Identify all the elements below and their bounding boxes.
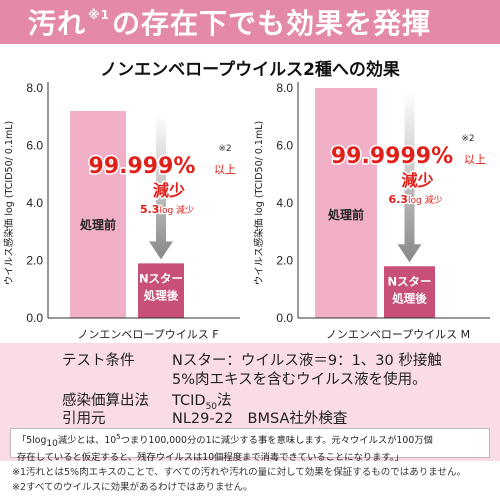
definition-box: 「5log10減少とは、105つまり100,000分の1に減少する事を意味します… (10, 428, 490, 463)
reduction-word-1: 減少 (153, 181, 185, 200)
test-condition-label: テスト条件 (62, 353, 135, 369)
y-tick-label-1-3: 6.0 (26, 139, 43, 153)
citation-label: 引用元 (62, 411, 106, 427)
headline-part2: の存在下でも効果を発揮 (112, 7, 432, 40)
x-axis-label-2: ノンエンベロープウイルス M (326, 328, 470, 341)
y-tick-label-2-4: 8.0 (276, 81, 293, 95)
y-tick-label-2-2: 4.0 (276, 196, 293, 210)
definition-line-2: 存在していると仮定すると、残存ウイルスは10個程度まで消毒できていることになりま… (17, 451, 404, 463)
y-tick-label-2-3: 6.0 (276, 139, 293, 153)
definition-line-1: 「5log10減少とは、105つまり100,000分の1に減少する事を意味します… (17, 431, 483, 451)
y-axis-label-1: ウイルス感染価 log (TCID50/ 0.1mL) (3, 121, 15, 285)
reduction-log-2: 6.3log 減少 (388, 193, 442, 206)
reduction-note-2: ※2 (461, 134, 474, 144)
chart-subtitle: ノンエンベロープウイルス2種への効果 (100, 60, 400, 80)
bar-before-label-1: 処理前 (79, 217, 116, 232)
definition-part1: 「5log (17, 435, 47, 447)
reduction-arrow-1 (149, 115, 173, 260)
reduction-log-value-2: 6.3 (388, 193, 408, 206)
footnote-1: ※1汚れとは5%肉エキスのことで、すべての汚れや汚れの量に対して効果を保証するも… (12, 467, 467, 478)
reduction-log-word-1: 減少 (173, 204, 194, 216)
y-tick-label-2-0: 0.0 (276, 311, 293, 325)
y-tick-label-2-1: 2.0 (276, 254, 293, 268)
bar-after-label2-2: 処理後 (391, 291, 427, 305)
bar-before-1 (70, 111, 126, 318)
y-tick-label-1-1: 2.0 (26, 254, 43, 268)
definition-part2: 減少とは、10 (57, 435, 117, 447)
y-tick-label-1-0: 0.0 (26, 311, 43, 325)
test-condition-row: テスト条件 Nスター：ウイルス液＝9：1、30 秒接触 (62, 349, 442, 370)
reduction-log-word-2: 減少 (422, 194, 443, 206)
reduction-log-value-1: 5.3 (140, 203, 160, 216)
definition-part3: つまり100,000分の1に減少する事を意味します。元々ウイルスが100万個 (120, 435, 433, 447)
test-condition-value-2: 5%肉エキスを含むウイルス液を使用。 (172, 372, 427, 388)
reduction-suffix-1: 以上 (214, 163, 236, 176)
footnote-2: ※2すべてのウイルスに効果があるわけではありません。 (12, 482, 253, 493)
y-axis-label-2: ウイルス感染価 log (TCID50/ 0.1mL) (253, 121, 265, 285)
bar-after-label2-1: 処理後 (143, 288, 179, 302)
definition-sub: 10 (46, 438, 58, 449)
definition-sup: 5 (116, 433, 121, 441)
y-tick-label-1-4: 8.0 (26, 81, 43, 95)
reduction-arrow-2 (397, 92, 422, 263)
bar-after-2 (384, 266, 435, 318)
calc-method-row: 感染価算出法 TCID50法 (62, 389, 232, 412)
calc-method-label: 感染価算出法 (62, 393, 149, 409)
test-condition-value: Nスター：ウイルス液＝9：1、30 秒接触 (172, 353, 442, 369)
bar-after-1 (138, 263, 184, 318)
reduction-log-unit-2: log (408, 196, 422, 206)
calc-method-value: TCID50法 (172, 389, 232, 412)
bar-after-label1-1: Nスター (139, 271, 183, 285)
calc-method-sub: 50 (205, 401, 218, 412)
reduction-percent-2: 99.9999% (331, 144, 453, 169)
reduction-word-2: 減少 (401, 171, 433, 190)
headline-note: ※1 (88, 8, 111, 22)
reduction-percent-1: 99.999% (89, 154, 196, 179)
bar-before-label-2: 処理前 (327, 207, 364, 222)
y-tick-label-1-2: 4.0 (26, 196, 43, 210)
headline-banner: 汚れ ※1 の存在下でも効果を発揮 (0, 0, 500, 44)
bar-after-label1-2: Nスター (387, 274, 431, 288)
citation-row: 引用元 NL29-22 BMSA社外検査 (62, 407, 347, 428)
reduction-log-unit-1: log (159, 206, 173, 216)
reduction-suffix-2: 以上 (464, 153, 486, 166)
citation-value: NL29-22 BMSA社外検査 (172, 411, 348, 427)
calc-method-post: 法 (217, 393, 232, 409)
reduction-log-1: 5.3log 減少 (140, 203, 194, 216)
headline-part1: 汚れ (28, 7, 87, 40)
bar-before-2 (315, 88, 377, 318)
x-axis-label-1: ノンエンベロープウイルス F (77, 328, 218, 341)
reduction-note-1: ※2 (218, 144, 231, 154)
calc-method-tcid: TCID (172, 393, 206, 409)
